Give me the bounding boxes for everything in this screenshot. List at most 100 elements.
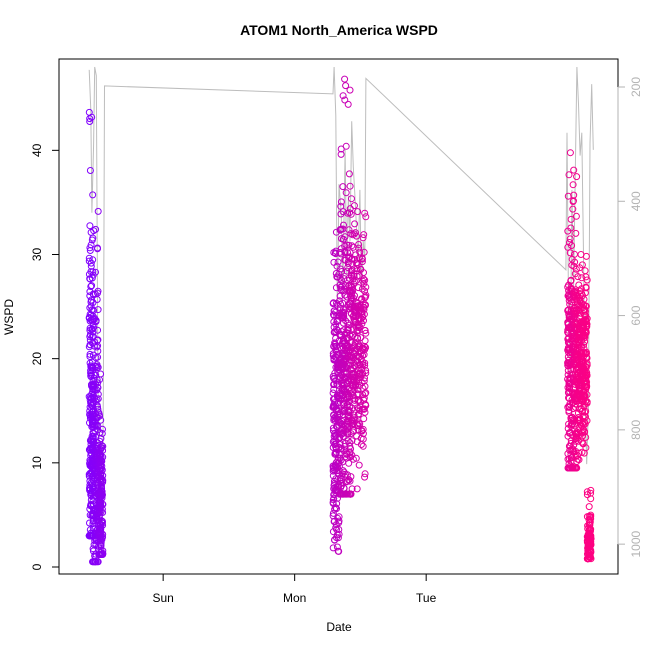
wspd-point (337, 490, 345, 498)
wspd-point (336, 349, 344, 357)
wspd-point (342, 82, 350, 90)
wspd-point (340, 310, 348, 318)
wspd-point (93, 396, 101, 404)
wspd-point (90, 316, 98, 324)
wspd-point (339, 299, 347, 307)
wspd-point (587, 525, 595, 533)
wspd-point (352, 312, 360, 320)
wspd-point (337, 145, 345, 153)
wspd-point (348, 195, 355, 203)
wspd-point (565, 171, 573, 179)
wspd-point (346, 86, 354, 94)
wspd-point (85, 314, 93, 322)
wspd-point (352, 298, 360, 306)
wspd-point (574, 429, 582, 437)
wspd-point (569, 447, 577, 455)
wspd-point (578, 319, 586, 327)
wspd-point (574, 416, 581, 424)
wspd-point (89, 547, 97, 555)
wspd-point (583, 488, 591, 496)
wspd-point (583, 491, 591, 499)
y-tick-label: 10 (30, 456, 44, 470)
wspd-point (564, 464, 572, 472)
wspd-point (337, 283, 345, 291)
wspd-point (92, 268, 99, 276)
right-tick-label: 800 (629, 420, 643, 440)
wspd-point (329, 372, 337, 380)
wspd-point (87, 283, 95, 290)
wspd-point (585, 538, 593, 545)
wspd-point (349, 332, 357, 339)
wspd-point (349, 243, 357, 251)
wspd-point (340, 319, 347, 327)
wspd-point (582, 348, 590, 356)
wspd-point (86, 350, 94, 358)
wspd-point (329, 464, 337, 471)
wspd-point (572, 265, 580, 273)
wspd-point (86, 222, 94, 230)
wspd-point (349, 313, 357, 320)
wspd-point (89, 416, 97, 424)
wspd-point (579, 292, 586, 300)
wspd-point (565, 356, 573, 364)
wspd-point (87, 268, 95, 276)
wspd-point (336, 410, 344, 418)
wspd-point (92, 225, 100, 233)
wspd-point (566, 149, 574, 157)
wspd-point (584, 555, 592, 563)
wspd-point (336, 248, 344, 256)
wspd-point (581, 328, 589, 336)
wspd-point (576, 367, 584, 375)
wspd-point (337, 150, 345, 158)
wspd-point (337, 361, 345, 369)
wspd-point (361, 209, 369, 217)
wspd-point (333, 525, 340, 533)
wspd-point (97, 500, 105, 508)
wspd-point (341, 439, 349, 447)
wspd-point (358, 320, 366, 328)
wspd-point (337, 198, 345, 206)
wspd-point (348, 437, 356, 445)
wspd-point (587, 489, 595, 497)
wspd-point (336, 309, 344, 317)
right-tick-label: 1000 (629, 530, 643, 557)
wspd-point (352, 454, 360, 462)
x-tick-label: Mon (283, 591, 306, 605)
wspd-point (354, 284, 362, 292)
wspd-point (340, 337, 348, 345)
wspd-points (85, 75, 595, 566)
wspd-point (569, 464, 577, 472)
wspd-point (346, 209, 353, 217)
wspd-point (332, 308, 339, 316)
wspd-point (341, 233, 349, 241)
wspd-point (564, 292, 572, 300)
wspd-point (96, 450, 104, 458)
wspd-point (97, 446, 105, 453)
wspd-point (567, 215, 575, 223)
wspd-point (357, 441, 365, 448)
wspd-point (357, 334, 365, 342)
wspd-point (349, 455, 357, 463)
wspd-point (86, 275, 94, 283)
y-tick-label: 30 (30, 248, 44, 262)
wspd-point (335, 519, 343, 527)
wspd-point (566, 249, 574, 257)
wspd-point (355, 254, 363, 262)
wspd-point (346, 439, 354, 447)
wspd-point (585, 512, 593, 520)
wspd-point (94, 383, 102, 391)
wspd-point (94, 306, 102, 314)
wspd-point (574, 298, 581, 306)
wspd-point (578, 300, 586, 308)
wspd-point (94, 245, 101, 253)
wspd-point (574, 369, 582, 377)
wspd-point (329, 499, 337, 507)
wspd-point (567, 457, 575, 465)
wspd-point (566, 235, 574, 243)
wspd-point (345, 476, 353, 484)
wspd-point (362, 329, 370, 337)
wspd-point (358, 379, 366, 387)
wspd-point (94, 353, 102, 361)
wspd-point (359, 442, 367, 450)
